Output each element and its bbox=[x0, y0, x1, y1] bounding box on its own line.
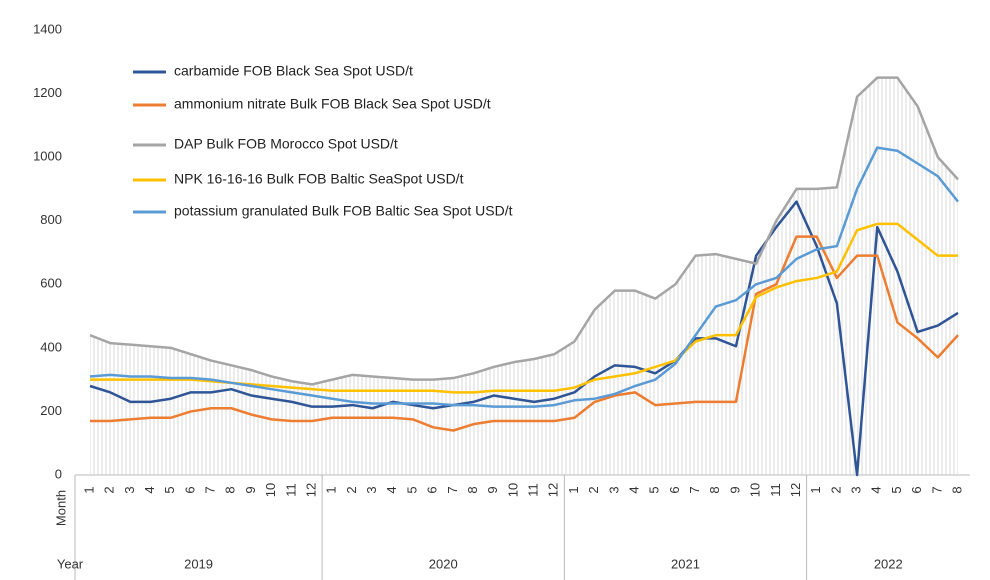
x-tick-label: 8 bbox=[707, 486, 722, 493]
legend-label: DAP Bulk FOB Morocco Spot USD/t bbox=[174, 136, 398, 152]
x-tick-label: 3 bbox=[606, 486, 621, 493]
month-label: Month bbox=[53, 490, 68, 526]
x-tick-label: 3 bbox=[364, 486, 379, 493]
x-tick-label: 2 bbox=[828, 486, 843, 493]
x-tick-label: 6 bbox=[425, 486, 440, 493]
x-tick-label: 6 bbox=[909, 486, 924, 493]
x-tick-label: 5 bbox=[404, 486, 419, 493]
x-tick-label: 1 bbox=[566, 486, 581, 493]
x-tick-label: 8 bbox=[465, 486, 480, 493]
year-group-label: 2020 bbox=[429, 556, 458, 571]
x-tick-label: 1 bbox=[324, 486, 339, 493]
x-tick-label: 10 bbox=[748, 483, 763, 497]
x-tick-label: 8 bbox=[223, 486, 238, 493]
x-tick-label: 6 bbox=[182, 486, 197, 493]
year-group-label: 2021 bbox=[671, 556, 700, 571]
x-tick-label: 8 bbox=[949, 486, 964, 493]
year-group-label: 2022 bbox=[874, 556, 903, 571]
series-line bbox=[90, 235, 959, 432]
x-tick-label: 12 bbox=[546, 483, 561, 497]
x-tick-label: 1 bbox=[81, 486, 96, 493]
legend-label: carbamide FOB Black Sea Spot USD/t bbox=[174, 63, 413, 79]
x-tick-label: 11 bbox=[526, 483, 541, 497]
year-group-label: 2019 bbox=[184, 556, 213, 571]
y-tick-label: 200 bbox=[40, 403, 62, 418]
x-tick-label: 7 bbox=[929, 486, 944, 493]
x-tick-label: 3 bbox=[122, 486, 137, 493]
x-tick-label: 7 bbox=[445, 486, 460, 493]
x-tick-label: 7 bbox=[203, 486, 218, 493]
series-line bbox=[89, 146, 959, 408]
legend-label: NPK 16-16-16 Bulk FOB Baltic SeaSpot USD… bbox=[174, 171, 464, 187]
x-tick-label: 4 bbox=[626, 486, 641, 493]
x-tick-label: 5 bbox=[162, 486, 177, 493]
x-tick-label: 2 bbox=[344, 486, 359, 493]
x-tick-label: 3 bbox=[849, 486, 864, 493]
series-line bbox=[89, 76, 959, 386]
y-tick-label: 1000 bbox=[33, 149, 62, 164]
y-tick-label: 800 bbox=[40, 212, 62, 227]
x-tick-label: 11 bbox=[283, 483, 298, 497]
legend-label: ammonium nitrate Bulk FOB Black Sea Spot… bbox=[174, 96, 491, 112]
x-tick-label: 12 bbox=[788, 483, 803, 497]
x-tick-label: 12 bbox=[303, 483, 318, 497]
x-tick-label: 5 bbox=[889, 486, 904, 493]
x-tick-label: 9 bbox=[485, 486, 500, 493]
series-line bbox=[89, 200, 959, 477]
y-tick-label: 600 bbox=[40, 276, 62, 291]
x-tick-label: 10 bbox=[263, 483, 278, 497]
x-tick-label: 4 bbox=[384, 486, 399, 493]
legend-label: potassium granulated Bulk FOB Baltic Sea… bbox=[174, 203, 513, 219]
year-label: Year bbox=[57, 556, 84, 571]
x-tick-label: 4 bbox=[142, 486, 157, 493]
y-tick-label: 1200 bbox=[33, 85, 62, 100]
y-tick-label: 1400 bbox=[33, 21, 62, 36]
x-tick-label: 5 bbox=[647, 486, 662, 493]
x-tick-label: 2 bbox=[102, 486, 117, 493]
x-tick-label: 11 bbox=[768, 483, 783, 497]
y-tick-label: 0 bbox=[55, 466, 62, 481]
x-tick-label: 7 bbox=[687, 486, 702, 493]
x-tick-label: 6 bbox=[667, 486, 682, 493]
x-tick-label: 9 bbox=[727, 486, 742, 493]
x-tick-label: 10 bbox=[505, 483, 520, 497]
x-tick-label: 9 bbox=[243, 486, 258, 493]
x-tick-label: 4 bbox=[869, 486, 884, 493]
x-tick-label: 2 bbox=[586, 486, 601, 493]
y-tick-label: 400 bbox=[40, 339, 62, 354]
x-tick-label: 1 bbox=[808, 486, 823, 493]
